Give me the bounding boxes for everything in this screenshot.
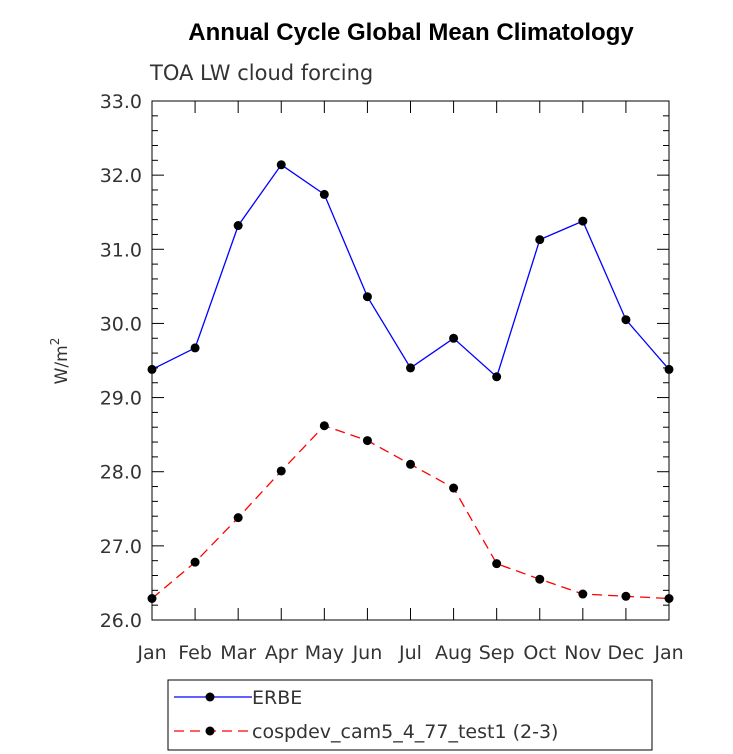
series-0-point — [449, 333, 459, 343]
y-axis-label-superscript: 2 — [48, 338, 62, 346]
x-tick-label: Feb — [178, 642, 212, 664]
x-tick-label: Oct — [523, 642, 556, 664]
y-tick-label: 29.0 — [100, 388, 142, 410]
x-tick-label: Jul — [398, 642, 422, 664]
x-tick-label: Mar — [220, 642, 256, 664]
series-1-point — [319, 421, 329, 431]
series-0-point — [190, 343, 200, 353]
y-axis-label-text: W/m — [52, 345, 72, 384]
x-tick-label: Sep — [479, 642, 515, 664]
y-axis-label: W/m2 — [48, 338, 72, 385]
series-1-point — [664, 593, 674, 603]
series-0-point — [319, 189, 329, 199]
series-1-point — [449, 483, 459, 493]
legend-label-erbe: ERBE — [252, 687, 302, 709]
x-tick-label: Nov — [564, 642, 601, 664]
x-tick-label: Dec — [608, 642, 645, 664]
series-line-1 — [151, 424, 670, 600]
y-tick-label: 27.0 — [100, 536, 142, 558]
series-1-point — [492, 559, 502, 569]
series-1-point — [578, 589, 588, 599]
x-tick-label: Jun — [352, 642, 383, 664]
series-0-point — [535, 235, 545, 245]
chart-title: Annual Cycle Global Mean Climatology — [188, 19, 634, 46]
x-tick-label: Jan — [653, 642, 683, 664]
series-line-0 — [151, 163, 670, 378]
series-1-point — [621, 591, 631, 601]
series-1-point — [190, 557, 200, 567]
y-tick-label: 28.0 — [100, 462, 142, 484]
x-tick-labels: Jan Feb Mar Apr May Jun Jul Aug Sep Oct Nov Dec Jan — [136, 642, 683, 664]
series-1-point — [233, 513, 243, 523]
series-0-point — [664, 364, 674, 374]
series-0-point — [233, 221, 243, 231]
series-0-point — [492, 372, 502, 382]
series-1-point — [406, 459, 415, 469]
legend-marker-model — [205, 726, 215, 736]
x-tick-label: Jan — [136, 642, 166, 664]
y-tick-label: 33.0 — [100, 91, 142, 113]
series-layer — [147, 160, 674, 603]
series-1-point — [147, 593, 157, 603]
y-tick-label: 32.0 — [100, 165, 142, 187]
series-1-point — [362, 436, 372, 446]
axis-ticks — [151, 100, 670, 621]
series-1-point — [535, 574, 545, 584]
series-0-point — [578, 216, 588, 226]
series-0-point — [406, 363, 415, 373]
x-tick-label: Aug — [435, 642, 472, 664]
series-0-point — [276, 160, 286, 170]
series-0-point — [147, 364, 157, 374]
series-0-point — [362, 292, 372, 302]
y-tick-label: 30.0 — [100, 313, 142, 335]
x-tick-label: May — [305, 642, 344, 664]
y-tick-label: 26.0 — [100, 610, 142, 632]
legend-label-model: cospdev_cam5_4_77_test1 (2-3) — [252, 721, 558, 743]
x-tick-label: Apr — [265, 642, 298, 664]
legend-marker-erbe — [205, 692, 215, 702]
chart-subtitle: TOA LW cloud forcing — [149, 61, 373, 85]
series-1-point — [276, 466, 286, 476]
plot-frame — [151, 100, 670, 621]
series-0-point — [621, 315, 631, 325]
y-tick-labels: 26.0 27.0 28.0 29.0 30.0 31.0 32.0 33.0 — [100, 91, 142, 632]
y-tick-label: 31.0 — [100, 239, 142, 261]
legend-box — [167, 679, 653, 751]
